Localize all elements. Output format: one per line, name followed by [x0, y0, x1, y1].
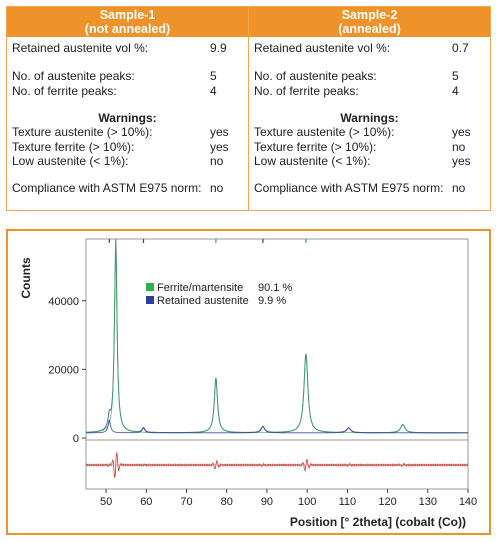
low-austenite-label: Low austenite (< 1%):	[254, 154, 371, 168]
texture-austenite-row: Texture austenite (> 10%): yes	[12, 125, 244, 139]
y-tick-label: 20000	[48, 364, 79, 376]
austenite-peaks-row: No. of austenite peaks: 5	[12, 69, 244, 83]
texture-ferrite-label: Texture ferrite (> 10%):	[254, 140, 377, 154]
ferrite-peaks-label: No. of ferrite peaks:	[254, 84, 359, 98]
sample-2-title: Sample-2	[341, 8, 398, 22]
legend-label: Ferrite/martensite	[157, 282, 243, 294]
austenite-fit-line	[86, 419, 468, 434]
low-austenite-value: yes	[452, 154, 471, 168]
texture-austenite-row: Texture austenite (> 10%): yes	[254, 125, 486, 139]
x-axis-label: Position [° 2theta] (cobalt (Co))	[290, 515, 466, 529]
sample-1-column: Sample-1 (not annealed) Retained austeni…	[7, 7, 249, 210]
compliance-row: Compliance with ASTM E975 norm: no	[12, 181, 244, 195]
x-tick-label: 120	[378, 496, 396, 508]
compliance-label: Compliance with ASTM E975 norm:	[12, 181, 202, 195]
texture-austenite-value: yes	[452, 125, 471, 139]
austenite-peaks-value: 5	[210, 69, 217, 83]
legend-value: 90.1 %	[258, 282, 292, 294]
x-tick-label: 70	[180, 496, 192, 508]
warnings-title: Warnings:	[98, 111, 157, 125]
texture-ferrite-value: no	[452, 140, 466, 154]
texture-austenite-value: yes	[210, 125, 229, 139]
sample-1-subtitle: (not annealed)	[84, 22, 171, 36]
x-tick-label: 60	[140, 496, 152, 508]
retained-austenite-row: Retained austenite vol %: 0.7	[254, 41, 486, 55]
ferrite-peaks-value: 4	[210, 84, 217, 98]
texture-ferrite-value: yes	[210, 140, 229, 154]
sample-2-header: Sample-2 (annealed)	[249, 7, 490, 37]
x-tick-label: 80	[221, 496, 233, 508]
compliance-label: Compliance with ASTM E975 norm:	[254, 181, 444, 195]
compliance-value: no	[210, 181, 224, 195]
sample-2-column: Sample-2 (annealed) Retained austenite v…	[249, 7, 490, 210]
x-tick-label: 140	[459, 496, 477, 508]
y-axis-label: Counts	[19, 257, 33, 299]
y-tick-label: 0	[73, 433, 79, 445]
xrd-chart-panel: 0 20000 40000 50 60 70 80 90 100 110 120 130 140 Fe…	[6, 229, 491, 535]
legend-swatch	[146, 296, 154, 304]
compliance-value: no	[452, 181, 466, 195]
austenite-peaks-label: No. of austenite peaks:	[12, 69, 135, 83]
retained-austenite-row: Retained austenite vol %: 9.9	[12, 41, 244, 55]
x-tick-label: 130	[419, 496, 437, 508]
results-table: Sample-1 (not annealed) Retained austeni…	[6, 6, 491, 211]
x-tick-label: 100	[298, 496, 316, 508]
ferrite-peaks-value: 4	[452, 84, 459, 98]
plot-area	[85, 238, 469, 490]
observed-pattern-line	[86, 241, 468, 434]
ferrite-peaks-label: No. of ferrite peaks:	[12, 84, 117, 98]
warnings-title: Warnings:	[340, 111, 399, 125]
ferrite-fit-line	[86, 246, 468, 434]
legend-swatch	[146, 283, 154, 291]
compliance-row: Compliance with ASTM E975 norm: no	[254, 181, 486, 195]
retained-austenite-label: Retained austenite vol %:	[12, 41, 149, 55]
sample-1-title: Sample-1	[99, 8, 156, 22]
sample-2-subtitle: (annealed)	[338, 22, 401, 36]
ferrite-peaks-row: No. of ferrite peaks: 4	[254, 84, 486, 98]
austenite-peaks-label: No. of austenite peaks:	[254, 69, 377, 83]
sample-1-header: Sample-1 (not annealed)	[7, 7, 248, 37]
legend-label: Retained austenite	[157, 295, 249, 307]
austenite-peaks-row: No. of austenite peaks: 5	[254, 69, 486, 83]
ferrite-peaks-row: No. of ferrite peaks: 4	[12, 84, 244, 98]
x-tick-label: 90	[261, 496, 273, 508]
texture-ferrite-label: Texture ferrite (> 10%):	[12, 140, 135, 154]
y-tick-label: 40000	[48, 296, 79, 308]
legend-value: 9.9 %	[258, 295, 286, 307]
retained-austenite-value: 0.7	[452, 41, 469, 55]
x-tick-label: 110	[339, 496, 357, 508]
texture-austenite-label: Texture austenite (> 10%):	[254, 125, 395, 139]
x-tick-label: 50	[100, 496, 112, 508]
low-austenite-value: no	[210, 154, 224, 168]
low-austenite-label: Low austenite (< 1%):	[12, 154, 129, 168]
texture-ferrite-row: Texture ferrite (> 10%): yes	[12, 140, 244, 154]
low-austenite-row: Low austenite (< 1%): no	[12, 154, 244, 168]
austenite-peaks-value: 5	[452, 69, 459, 83]
low-austenite-row: Low austenite (< 1%): yes	[254, 154, 486, 168]
texture-austenite-label: Texture austenite (> 10%):	[12, 125, 153, 139]
texture-ferrite-row: Texture ferrite (> 10%): no	[254, 140, 486, 154]
retained-austenite-value: 9.9	[210, 41, 227, 55]
xrd-chart: 0 20000 40000 50 60 70 80 90 100 110 120 130 140 Fe…	[19, 238, 477, 529]
retained-austenite-label: Retained austenite vol %:	[254, 41, 391, 55]
